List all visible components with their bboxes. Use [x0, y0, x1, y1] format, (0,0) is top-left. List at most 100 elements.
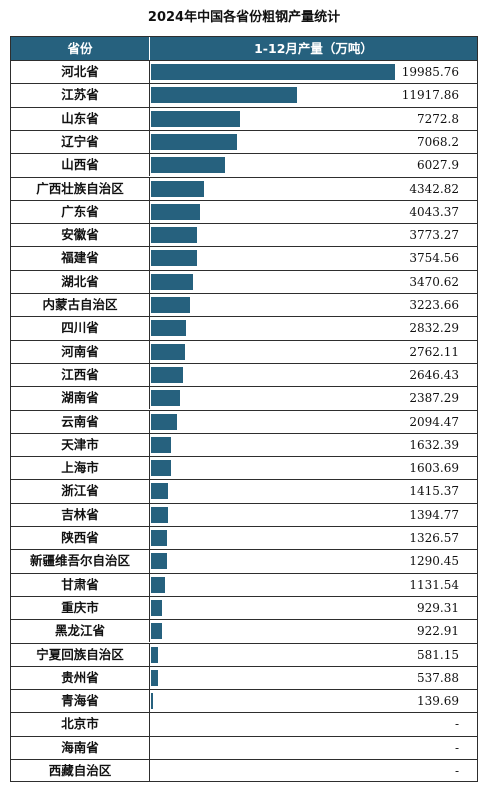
table-row: 四川省 2832.29 [11, 316, 477, 340]
table-row: 内蒙古自治区 3223.66 [11, 293, 477, 317]
output-bar [151, 157, 225, 174]
table-row: 河南省 2762.11 [11, 339, 477, 363]
province-name: 山西省 [11, 154, 150, 177]
province-name: 内蒙古自治区 [11, 294, 150, 317]
data-table: 省份 1-12月产量（万吨） 河北省 19985.76 江苏省 11917.86 山东省… [10, 36, 478, 783]
province-name: 四川省 [11, 317, 150, 340]
province-name: 陕西省 [11, 527, 150, 550]
output-bar [151, 273, 194, 290]
table-row: 湖南省 2387.29 [11, 386, 477, 410]
province-name: 北京市 [11, 713, 150, 736]
output-bar [151, 297, 191, 313]
province-name: 贵州省 [11, 666, 150, 690]
province-name: 西藏自治区 [11, 760, 150, 783]
output-value-label: 2762.11 [409, 344, 459, 359]
province-name: 山东省 [11, 107, 150, 130]
province-name: 河南省 [11, 340, 150, 363]
province-name: 云南省 [11, 410, 150, 433]
output-bar [151, 390, 181, 407]
province-name: 甘肃省 [11, 573, 150, 596]
province-name: 福建省 [11, 247, 150, 270]
output-bar [151, 87, 297, 104]
output-bar [151, 646, 159, 663]
chart-title: 2024年中国各省份粗钢产量统计 [147, 10, 341, 25]
output-bar [151, 180, 205, 197]
output-value-label: 537.88 [417, 670, 459, 685]
output-bar [151, 483, 169, 500]
output-value-label: 4342.82 [409, 181, 459, 196]
table-row: 贵州省 537.88 [11, 665, 477, 690]
province-name: 天津市 [11, 433, 150, 457]
output-value-label: 929.31 [417, 600, 459, 615]
output-value-label: 139.69 [417, 694, 459, 709]
output-bar [151, 413, 177, 430]
output-bar [151, 366, 184, 383]
table-row: 青海省 139.69 [11, 689, 477, 713]
output-bar [151, 576, 165, 593]
output-value-label: 6027.9 [417, 158, 459, 173]
output-bar [151, 623, 163, 640]
output-value-label: 1415.37 [409, 484, 459, 499]
table-row: 辽宁省 7068.2 [11, 129, 477, 154]
output-bar [151, 669, 158, 686]
output-value-label: 4043.37 [409, 204, 459, 219]
table-row: 天津市 1632.39 [11, 432, 477, 457]
output-value-label: 7068.2 [417, 134, 459, 149]
output-value-label: 1326.57 [409, 531, 459, 545]
output-value-label: 1603.69 [409, 461, 459, 476]
province-name: 江西省 [11, 363, 150, 387]
table-row: 新疆维吾尔自治区 1290.45 [11, 549, 477, 573]
province-name: 广东省 [11, 200, 150, 224]
output-value-label: - [454, 717, 459, 732]
output-bar [151, 203, 201, 220]
header-province: 省份 [11, 37, 150, 60]
output-value-label: 2094.47 [409, 414, 459, 429]
province-name: 宁夏回族自治区 [11, 643, 150, 666]
table-row: 吉林省 1394.77 [11, 502, 477, 526]
output-value-label: - [454, 764, 459, 778]
province-name: 江苏省 [11, 84, 150, 107]
table-row: 广东省 4043.37 [11, 199, 477, 224]
output-value-label: 581.15 [417, 647, 459, 662]
province-name: 辽宁省 [11, 130, 150, 154]
output-bar [151, 250, 197, 267]
province-name: 青海省 [11, 690, 150, 713]
output-bar [151, 64, 395, 80]
table-row: 山西省 6027.9 [11, 153, 477, 177]
output-value-label: 19985.76 [401, 65, 459, 79]
table-row: 陕西省 1326.57 [11, 526, 477, 550]
table-row: 福建省 3754.56 [11, 246, 477, 270]
output-bar [151, 436, 171, 453]
table-header: 省份 1-12月产量（万吨） [11, 37, 477, 60]
output-value-label: 11917.86 [401, 88, 459, 103]
province-name: 河北省 [11, 61, 150, 84]
table-row: 广西壮族自治区 4342.82 [11, 176, 477, 200]
province-name: 湖南省 [11, 387, 150, 410]
province-name: 吉林省 [11, 503, 150, 526]
output-value-label: 2832.29 [409, 321, 459, 336]
output-value-label: 3754.56 [409, 251, 459, 266]
output-value-label: 1131.54 [409, 577, 459, 592]
output-value-label: 1394.77 [409, 507, 459, 522]
province-name: 安徽省 [11, 224, 150, 247]
output-value-label: 1632.39 [409, 437, 459, 452]
table-row: 山东省 7272.8 [11, 106, 477, 130]
output-bar [151, 133, 238, 150]
table-row: 河北省 19985.76 [11, 60, 477, 84]
table-row: 江西省 2646.43 [11, 362, 477, 387]
table-row: 江苏省 11917.86 [11, 83, 477, 107]
table-row: 云南省 2094.47 [11, 409, 477, 433]
output-value-label: - [454, 740, 459, 755]
output-bar [151, 553, 167, 570]
output-bar [151, 110, 240, 127]
output-bar [151, 343, 185, 360]
table-row: 海南省 - [11, 735, 477, 759]
table-row: 湖北省 3470.62 [11, 269, 477, 293]
province-name: 新疆维吾尔自治区 [11, 550, 150, 573]
table-row: 安徽省 3773.27 [11, 223, 477, 247]
output-value-label: 2646.43 [409, 367, 459, 382]
table-row: 北京市 - [11, 712, 477, 736]
output-value-label: 922.91 [417, 624, 459, 639]
table-row: 重庆市 929.31 [11, 595, 477, 620]
output-bar [151, 530, 168, 546]
